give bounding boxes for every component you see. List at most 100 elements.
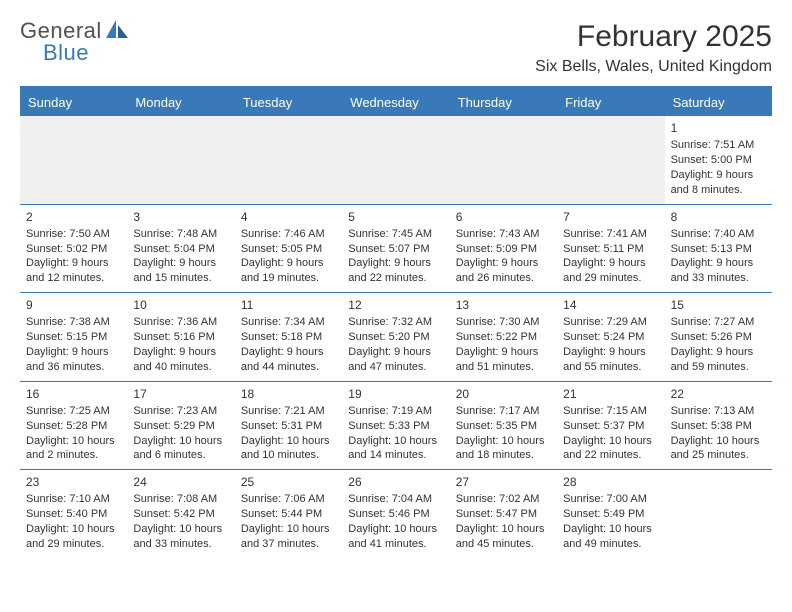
calendar-cell <box>450 116 557 204</box>
sunset-text: Sunset: 5:24 PM <box>563 330 658 345</box>
calendar-cell: 28Sunrise: 7:00 AMSunset: 5:49 PMDayligh… <box>557 470 664 558</box>
calendar-cell: 7Sunrise: 7:41 AMSunset: 5:11 PMDaylight… <box>557 205 664 293</box>
sunrise-text: Sunrise: 7:19 AM <box>348 404 443 419</box>
sunrise-text: Sunrise: 7:06 AM <box>241 492 336 507</box>
sunset-text: Sunset: 5:44 PM <box>241 507 336 522</box>
week-row: 1Sunrise: 7:51 AMSunset: 5:00 PMDaylight… <box>20 116 772 204</box>
day-header-saturday: Saturday <box>665 89 772 116</box>
daylight-text: Daylight: 10 hours <box>26 522 121 537</box>
daylight-text: Daylight: 9 hours <box>348 345 443 360</box>
calendar-cell: 25Sunrise: 7:06 AMSunset: 5:44 PMDayligh… <box>235 470 342 558</box>
daylight-text: Daylight: 9 hours <box>456 256 551 271</box>
sunset-text: Sunset: 5:33 PM <box>348 419 443 434</box>
sunrise-text: Sunrise: 7:00 AM <box>563 492 658 507</box>
daylight-text: and 19 minutes. <box>241 271 336 286</box>
sunrise-text: Sunrise: 7:38 AM <box>26 315 121 330</box>
sunset-text: Sunset: 5:09 PM <box>456 242 551 257</box>
logo-word-1: General <box>20 20 102 42</box>
daylight-text: and 44 minutes. <box>241 360 336 375</box>
sunrise-text: Sunrise: 7:48 AM <box>133 227 228 242</box>
calendar-cell: 3Sunrise: 7:48 AMSunset: 5:04 PMDaylight… <box>127 205 234 293</box>
day-number: 4 <box>241 209 336 225</box>
sunset-text: Sunset: 5:13 PM <box>671 242 766 257</box>
logo-word-2: Blue <box>43 42 128 64</box>
day-number: 5 <box>348 209 443 225</box>
sunrise-text: Sunrise: 7:40 AM <box>671 227 766 242</box>
logo: General Blue <box>20 20 128 64</box>
day-header-row: Sunday Monday Tuesday Wednesday Thursday… <box>20 89 772 116</box>
sunset-text: Sunset: 5:40 PM <box>26 507 121 522</box>
calendar-cell: 18Sunrise: 7:21 AMSunset: 5:31 PMDayligh… <box>235 382 342 470</box>
daylight-text: and 6 minutes. <box>133 448 228 463</box>
sunset-text: Sunset: 5:00 PM <box>671 153 766 168</box>
daylight-text: Daylight: 10 hours <box>133 434 228 449</box>
title-block: February 2025 Six Bells, Wales, United K… <box>535 20 772 76</box>
daylight-text: and 36 minutes. <box>26 360 121 375</box>
sunset-text: Sunset: 5:11 PM <box>563 242 658 257</box>
sunset-text: Sunset: 5:31 PM <box>241 419 336 434</box>
day-number: 11 <box>241 297 336 313</box>
day-number: 20 <box>456 386 551 402</box>
daylight-text: and 29 minutes. <box>26 537 121 552</box>
sunrise-text: Sunrise: 7:02 AM <box>456 492 551 507</box>
week-row: 9Sunrise: 7:38 AMSunset: 5:15 PMDaylight… <box>20 292 772 381</box>
daylight-text: and 45 minutes. <box>456 537 551 552</box>
sunrise-text: Sunrise: 7:25 AM <box>26 404 121 419</box>
daylight-text: and 18 minutes. <box>456 448 551 463</box>
day-number: 16 <box>26 386 121 402</box>
day-number: 22 <box>671 386 766 402</box>
daylight-text: Daylight: 10 hours <box>241 522 336 537</box>
daylight-text: Daylight: 9 hours <box>133 345 228 360</box>
daylight-text: and 12 minutes. <box>26 271 121 286</box>
day-number: 15 <box>671 297 766 313</box>
sunrise-text: Sunrise: 7:15 AM <box>563 404 658 419</box>
calendar-cell: 8Sunrise: 7:40 AMSunset: 5:13 PMDaylight… <box>665 205 772 293</box>
day-number: 26 <box>348 474 443 490</box>
sunset-text: Sunset: 5:42 PM <box>133 507 228 522</box>
daylight-text: Daylight: 9 hours <box>563 345 658 360</box>
sunrise-text: Sunrise: 7:32 AM <box>348 315 443 330</box>
weeks-container: 1 Sunrise: 7:51 AMSunset: 5:00 PM Daylight… <box>20 116 772 558</box>
header-bar: General Blue February 2025 Six Bells, Wa… <box>20 20 772 76</box>
daylight-text: and 33 minutes. <box>671 271 766 286</box>
daylight-text: and 22 minutes. <box>563 448 658 463</box>
daylight-text: Daylight: 9 hours <box>26 256 121 271</box>
calendar-cell: 2Sunrise: 7:50 AMSunset: 5:02 PMDaylight… <box>20 205 127 293</box>
sunrise-text: Sunrise: 7:41 AM <box>563 227 658 242</box>
calendar-cell: 15Sunrise: 7:27 AMSunset: 5:26 PMDayligh… <box>665 293 772 381</box>
week-row: 16Sunrise: 7:25 AMSunset: 5:28 PMDayligh… <box>20 381 772 470</box>
daylight-text: and 55 minutes. <box>563 360 658 375</box>
daylight-text: Daylight: 9 hours <box>241 345 336 360</box>
daylight-text: Daylight: 10 hours <box>133 522 228 537</box>
calendar-cell <box>557 116 664 204</box>
day-number: 19 <box>348 386 443 402</box>
sunrise-text: Sunrise: 7:13 AM <box>671 404 766 419</box>
sunset-text: Sunset: 5:18 PM <box>241 330 336 345</box>
day-header-monday: Monday <box>127 89 234 116</box>
day-header-tuesday: Tuesday <box>235 89 342 116</box>
daylight-text: Daylight: 9 hours <box>456 345 551 360</box>
calendar-cell: 27Sunrise: 7:02 AMSunset: 5:47 PMDayligh… <box>450 470 557 558</box>
calendar-cell: 26Sunrise: 7:04 AMSunset: 5:46 PMDayligh… <box>342 470 449 558</box>
calendar-cell <box>20 116 127 204</box>
sunrise-text: Sunrise: 7:29 AM <box>563 315 658 330</box>
day-number: 1 <box>671 120 766 136</box>
sunrise-text: Sunrise: 7:46 AM <box>241 227 336 242</box>
sunrise-text: Sunrise: 7:34 AM <box>241 315 336 330</box>
sunrise-text: Sunrise: 7:51 AM <box>671 138 766 153</box>
calendar-cell: 12Sunrise: 7:32 AMSunset: 5:20 PMDayligh… <box>342 293 449 381</box>
week-row: 23Sunrise: 7:10 AMSunset: 5:40 PMDayligh… <box>20 469 772 558</box>
day-number: 24 <box>133 474 228 490</box>
daylight-text: Daylight: 9 hours <box>348 256 443 271</box>
daylight-text: Daylight: 10 hours <box>348 522 443 537</box>
week-row: 2Sunrise: 7:50 AMSunset: 5:02 PMDaylight… <box>20 204 772 293</box>
sunrise-text: Sunrise: 7:17 AM <box>456 404 551 419</box>
sunset-text: Sunset: 5:35 PM <box>456 419 551 434</box>
calendar-cell: 11 Sunrise: 7:34 AMSunset: 5:18 PMDayligh… <box>235 293 342 381</box>
daylight-text: Daylight: 10 hours <box>348 434 443 449</box>
daylight-text: Daylight: 10 hours <box>563 522 658 537</box>
sunset-text: Sunset: 5:02 PM <box>26 242 121 257</box>
sunrise-text: Sunrise: 7:21 AM <box>241 404 336 419</box>
daylight-text: and 49 minutes. <box>563 537 658 552</box>
daylight-text: and 22 minutes. <box>348 271 443 286</box>
